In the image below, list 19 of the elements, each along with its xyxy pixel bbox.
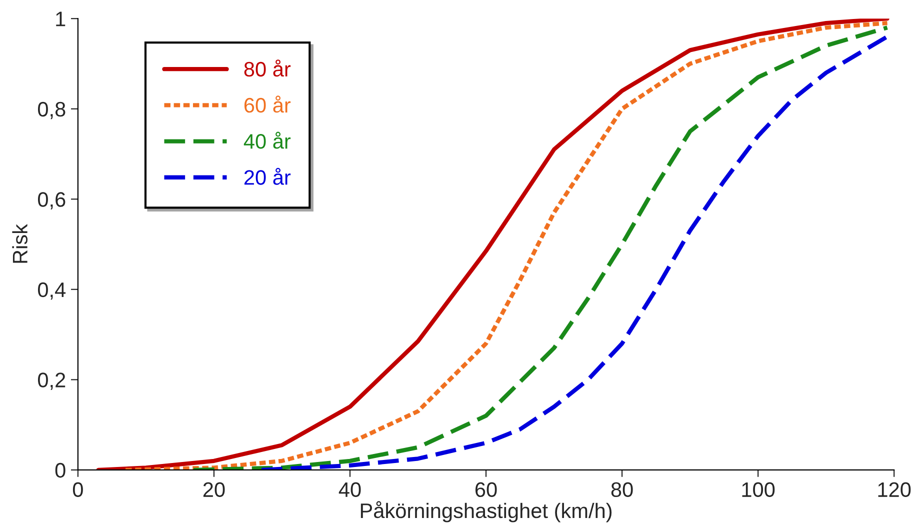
legend-label: 60 år	[244, 96, 291, 113]
y-tick-label: 0,4	[38, 282, 66, 300]
y-tick-label: 0,2	[38, 372, 66, 390]
legend-label: 20 år	[244, 168, 291, 185]
x-tick-label: 0	[72, 482, 83, 498]
x-tick-label: 60	[475, 482, 497, 498]
y-tick-label: 0,6	[38, 192, 66, 210]
x-tick-label: 40	[338, 482, 361, 498]
x-tick-label: 100	[742, 482, 775, 498]
x-tick-label: 20	[203, 482, 225, 498]
legend-label: 80 år	[244, 60, 291, 77]
y-axis-title: Risk	[12, 224, 28, 263]
x-axis-title: Påkörningshastighet (km/h)	[360, 501, 612, 522]
legend-label: 40 år	[244, 132, 291, 149]
x-tick-label: 120	[878, 482, 911, 498]
y-tick-label: 0	[55, 462, 66, 478]
x-tick-label: 80	[611, 482, 633, 498]
y-tick-label: 0,8	[38, 102, 66, 120]
y-tick-label: 1	[56, 12, 66, 26]
